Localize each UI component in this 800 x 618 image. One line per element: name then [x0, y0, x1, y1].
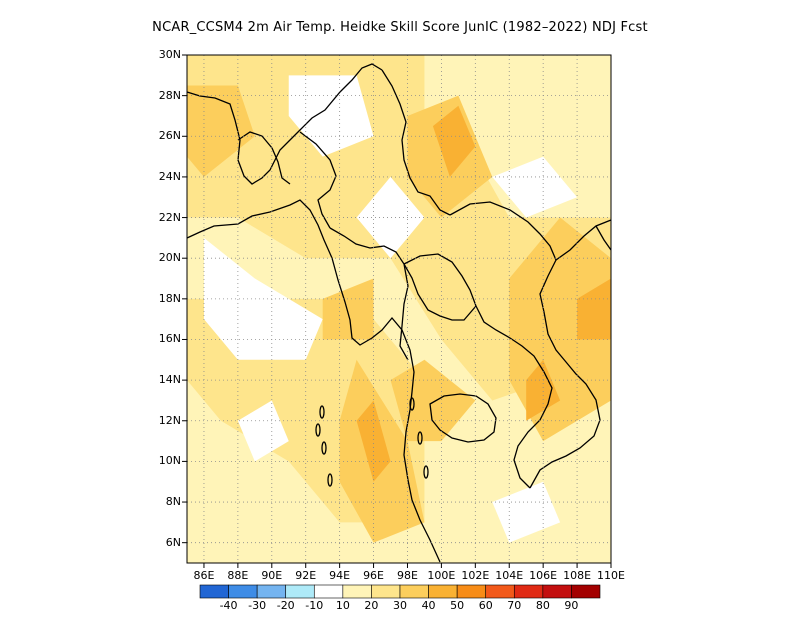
axis-ticks: [182, 54, 612, 568]
colorbar-swatch: [228, 584, 258, 599]
colorbar-swatch: [571, 584, 601, 599]
boundary-line: [186, 199, 441, 563]
y-tick-label: 22N: [158, 210, 181, 224]
x-tick-label: 108E: [563, 569, 592, 582]
island: [315, 423, 321, 437]
colorbar-swatch: [485, 584, 515, 599]
colorbar-swatch: [285, 584, 315, 599]
colorbar-label: -40: [219, 599, 238, 612]
x-tick-label: 94E: [329, 569, 351, 582]
island: [423, 465, 429, 479]
x-tick-label: 98E: [396, 569, 418, 582]
colorbar-label: 30: [393, 599, 407, 612]
colorbar-swatch: [313, 584, 344, 599]
colorbar-label: 10: [335, 599, 350, 612]
x-tick-label: 104E: [495, 569, 524, 582]
x-tick-label: 92E: [295, 569, 317, 582]
y-tick-label: 26N: [158, 129, 181, 143]
x-tick-label: 102E: [461, 569, 490, 582]
y-tick-label: 20N: [158, 251, 181, 265]
score-patch: [492, 156, 578, 218]
colorbar-swatch: [371, 584, 401, 599]
colorbar-label: -30: [248, 599, 267, 612]
colorbar-label: 90: [564, 599, 579, 612]
x-tick-label: 86E: [193, 569, 215, 582]
colorbar-label: -10: [305, 599, 324, 612]
colorbar-label: 70: [507, 599, 522, 612]
boundary-line: [555, 219, 612, 261]
y-tick-label: 16N: [158, 332, 181, 346]
colorbar-swatch: [428, 584, 458, 599]
island: [417, 431, 423, 445]
x-tick-label: 106E: [529, 569, 558, 582]
island: [409, 397, 415, 411]
colorbar-swatch: [199, 584, 229, 599]
colorbar-swatch: [399, 584, 429, 599]
colorbar-label: -20: [276, 599, 295, 612]
boundary-line: [403, 253, 553, 489]
colorbar-swatch: [256, 584, 287, 599]
colorbar-swatch: [456, 584, 487, 599]
y-tick-label: 28N: [158, 88, 181, 102]
skill-score-field: [187, 55, 611, 563]
island: [327, 473, 333, 487]
x-tick-label: 110E: [597, 569, 625, 582]
colorbar-label: 50: [450, 599, 465, 612]
colorbar-label: 40: [421, 599, 436, 612]
chart-title: NCAR_CCSM4 2m Air Temp. Heidke Skill Sco…: [152, 20, 648, 35]
score-patch: [356, 176, 425, 259]
y-tick-label: 10N: [158, 454, 181, 468]
score-patch: [288, 75, 374, 157]
map-grid: [187, 55, 611, 563]
x-tick-label: 96E: [363, 569, 385, 582]
y-tick-label: 6N: [165, 535, 181, 549]
island: [321, 441, 327, 455]
colorbar-swatch: [342, 584, 372, 599]
y-tick-label: 24N: [158, 169, 181, 183]
boundary-line: [403, 263, 477, 321]
x-tick-label: 90E: [261, 569, 283, 582]
y-tick-label: 14N: [158, 373, 181, 387]
boundary-line: [186, 63, 383, 185]
score-patch: [356, 400, 391, 482]
y-tick-label: 12N: [158, 413, 181, 427]
score-patch: [237, 400, 289, 462]
colorbar-label: 80: [535, 599, 550, 612]
colorbar-label: 60: [478, 599, 493, 612]
y-tick-label: 30N: [158, 48, 181, 61]
y-tick-label: 8N: [165, 495, 181, 509]
colorbar-swatch: [513, 584, 544, 599]
boundary-line: [449, 201, 601, 489]
score-patch: [322, 278, 374, 340]
colorbar-swatch: [542, 584, 572, 599]
boundary-line: [429, 393, 497, 443]
x-tick-label: 100E: [427, 569, 456, 582]
score-patch: [187, 85, 255, 177]
y-tick-label: 18N: [158, 291, 181, 305]
x-tick-label: 88E: [227, 569, 249, 582]
island: [319, 405, 325, 419]
boundary-line: [595, 225, 612, 251]
boundary-line: [299, 131, 337, 229]
score-patch: [432, 105, 476, 177]
map-frame: [186, 54, 612, 564]
colorbar-label: 20: [364, 599, 379, 612]
score-patch: [526, 359, 561, 421]
score-patch: [577, 278, 611, 340]
boundary-line: [381, 69, 451, 216]
